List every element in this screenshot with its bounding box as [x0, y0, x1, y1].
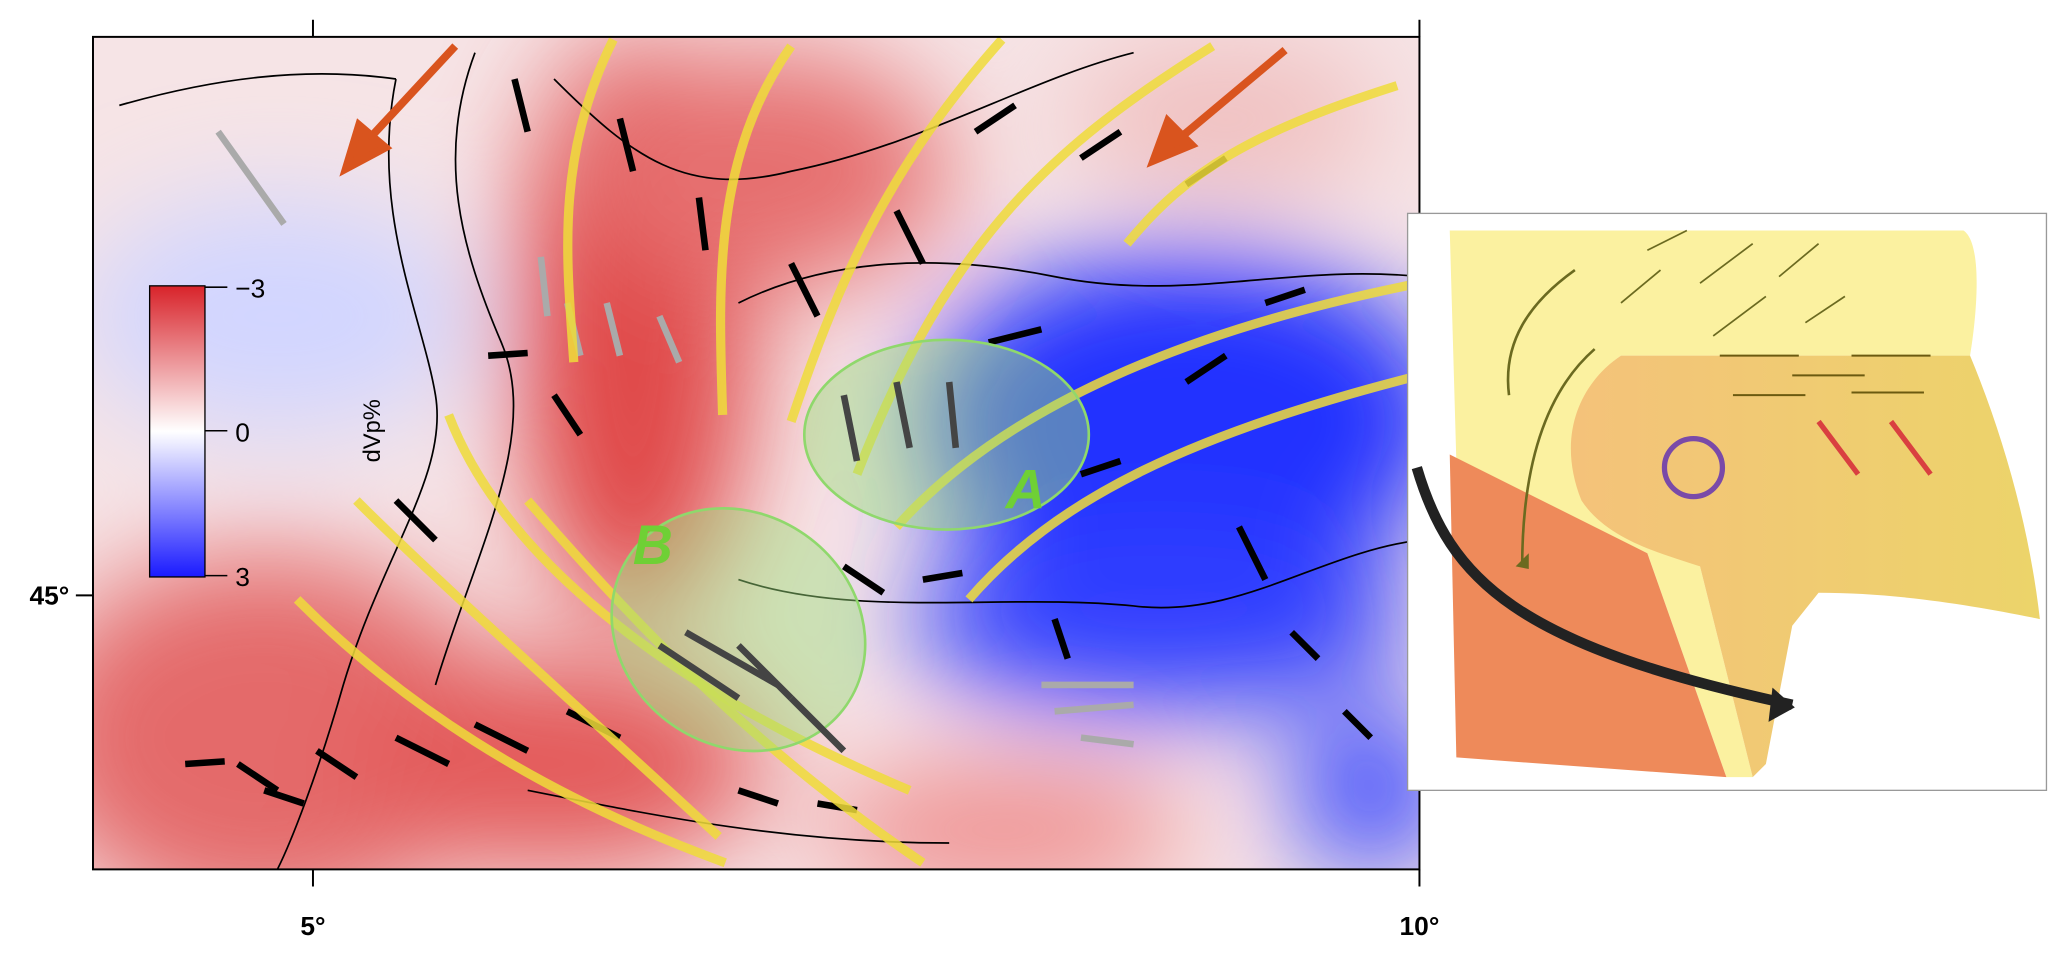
y-tick-label: 45°: [29, 581, 69, 611]
x-tick-label: 10°: [1400, 911, 1440, 941]
colorbar-tick-label: 3: [235, 562, 250, 592]
colorbar-tick-label: 0: [235, 417, 250, 447]
region-label: B: [633, 514, 673, 576]
velocity-map: A B: [92, 36, 1420, 870]
region-ellipse: [610, 506, 867, 753]
inset-diagram: [1406, 212, 2048, 792]
region-ellipse: [802, 338, 1091, 531]
colorbar-label: dVp%: [360, 399, 386, 462]
region-label: A: [1004, 458, 1046, 520]
colorbar-tick-label: −3: [235, 274, 265, 304]
x-tick-label: 5°: [300, 911, 325, 941]
colorbar: [148, 285, 206, 578]
